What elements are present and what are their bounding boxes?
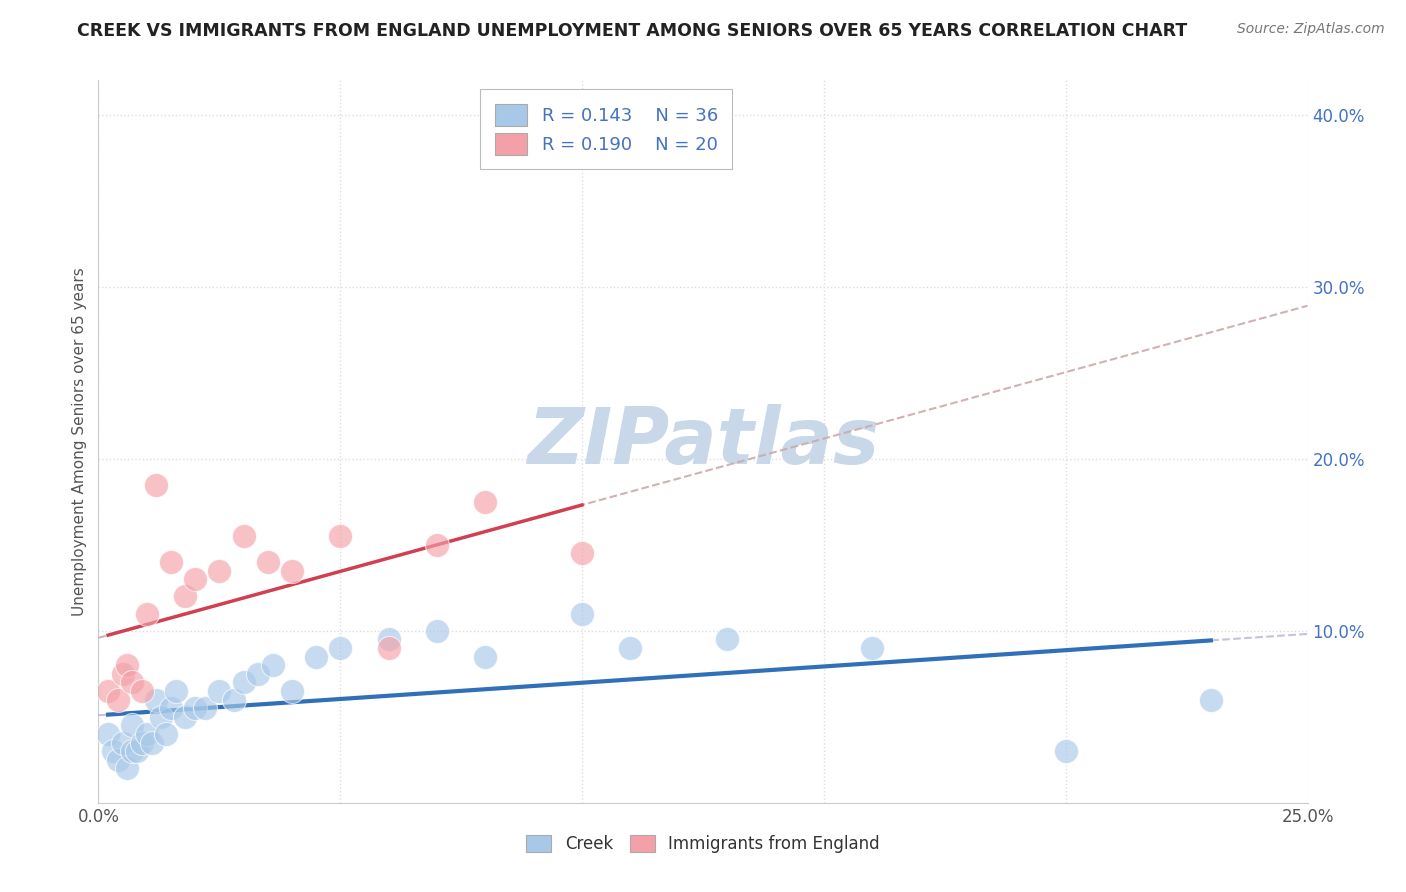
- Point: [184, 701, 207, 715]
- Point: [150, 710, 173, 724]
- Legend: Creek, Immigrants from England: Creek, Immigrants from England: [520, 828, 886, 860]
- Point: [111, 735, 134, 749]
- Point: [256, 555, 278, 569]
- Y-axis label: Unemployment Among Seniors over 65 years: Unemployment Among Seniors over 65 years: [72, 268, 87, 615]
- Point: [281, 684, 304, 698]
- Point: [117, 761, 139, 775]
- Point: [329, 640, 352, 655]
- Point: [145, 477, 167, 491]
- Point: [121, 718, 143, 732]
- Point: [247, 666, 270, 681]
- Point: [208, 684, 231, 698]
- Point: [165, 684, 187, 698]
- Text: Source: ZipAtlas.com: Source: ZipAtlas.com: [1237, 22, 1385, 37]
- Point: [474, 494, 496, 508]
- Point: [121, 675, 143, 690]
- Point: [117, 658, 139, 673]
- Point: [97, 727, 120, 741]
- Point: [619, 640, 641, 655]
- Point: [101, 744, 124, 758]
- Point: [232, 675, 254, 690]
- Point: [174, 710, 197, 724]
- Point: [160, 701, 183, 715]
- Point: [860, 640, 883, 655]
- Point: [571, 607, 593, 621]
- Point: [194, 701, 217, 715]
- Point: [1199, 692, 1222, 706]
- Point: [426, 624, 449, 638]
- Point: [135, 727, 157, 741]
- Point: [155, 727, 177, 741]
- Point: [135, 607, 157, 621]
- Point: [131, 735, 153, 749]
- Point: [121, 744, 143, 758]
- Point: [232, 529, 254, 543]
- Point: [184, 572, 207, 586]
- Point: [160, 555, 183, 569]
- Point: [305, 649, 328, 664]
- Point: [1054, 744, 1077, 758]
- Point: [716, 632, 738, 647]
- Point: [208, 564, 231, 578]
- Point: [97, 684, 120, 698]
- Point: [377, 632, 399, 647]
- Point: [107, 692, 129, 706]
- Point: [111, 666, 134, 681]
- Point: [127, 744, 149, 758]
- Point: [222, 692, 245, 706]
- Text: CREEK VS IMMIGRANTS FROM ENGLAND UNEMPLOYMENT AMONG SENIORS OVER 65 YEARS CORREL: CREEK VS IMMIGRANTS FROM ENGLAND UNEMPLO…: [77, 22, 1188, 40]
- Point: [474, 649, 496, 664]
- Point: [329, 529, 352, 543]
- Point: [131, 684, 153, 698]
- Text: ZIPatlas: ZIPatlas: [527, 403, 879, 480]
- Point: [281, 564, 304, 578]
- Point: [174, 590, 197, 604]
- Point: [426, 538, 449, 552]
- Point: [262, 658, 284, 673]
- Point: [571, 546, 593, 560]
- Point: [141, 735, 163, 749]
- Point: [107, 753, 129, 767]
- Point: [377, 640, 399, 655]
- Point: [145, 692, 167, 706]
